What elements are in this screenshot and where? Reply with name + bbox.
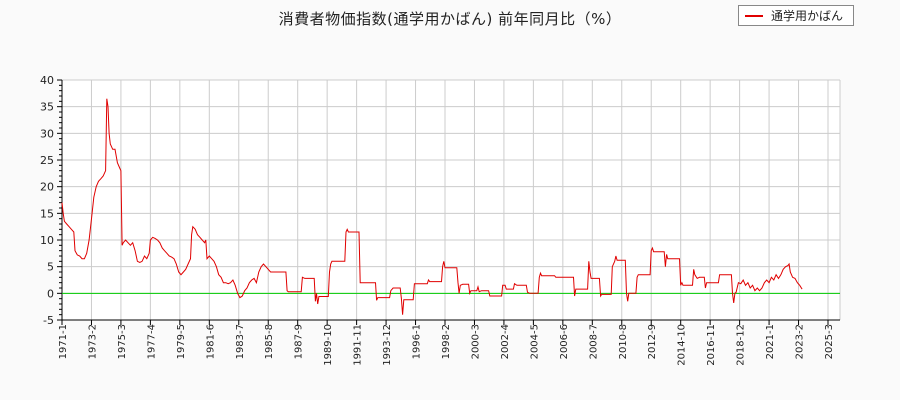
x-tick-label: 2000-3	[470, 324, 481, 359]
x-tick-label: 1993-12	[382, 324, 393, 366]
x-tick-label: 1973-2	[87, 324, 98, 359]
x-tick-label: 2006-6	[559, 324, 570, 359]
x-tick-label: 1979-5	[176, 324, 187, 359]
x-tick-label: 1987-9	[294, 324, 305, 359]
legend-label: 通学用かばん	[771, 9, 844, 23]
x-tick-label: 2004-5	[529, 324, 540, 359]
x-tick-label: 2021-1	[765, 324, 776, 359]
x-tick-label: 1975-3	[117, 324, 128, 359]
legend: 通学用かばん	[738, 5, 854, 26]
x-tick-label: 2025-3	[824, 324, 835, 359]
x-tick-label: 2012-9	[647, 324, 658, 359]
y-tick-label: 0	[47, 287, 54, 300]
y-tick-label: 10	[40, 234, 54, 247]
x-tick-label: 1977-4	[146, 324, 157, 359]
x-tick-label: 1981-6	[205, 324, 216, 359]
x-tick-label: 2023-2	[795, 324, 806, 359]
x-tick-label: 1998-2	[441, 324, 452, 359]
x-tick-label: 1971-1	[58, 324, 69, 359]
y-tick-label: 40	[40, 74, 54, 87]
x-tick-label: 1985-8	[264, 324, 275, 359]
legend-line-swatch-icon	[745, 14, 763, 17]
x-tick-label: 2008-7	[588, 324, 599, 359]
series-line-school-bag	[61, 98, 803, 315]
x-tick-label: 2014-10	[677, 324, 688, 366]
x-tick-label: 1996-1	[412, 324, 423, 359]
x-axis: 1971-1 1973-2 1975-3 1977-4 1979-5 1981-6 1983…	[58, 319, 840, 366]
x-tick-label: 1989-10	[323, 324, 334, 366]
y-tick-label: 30	[40, 127, 54, 140]
y-tick-label: -5	[43, 314, 54, 327]
x-tick-label: 2002-4	[500, 324, 511, 359]
plot-area	[62, 80, 840, 320]
x-tick-label: 2018-12	[736, 324, 747, 366]
x-tick-label: 1983-7	[235, 324, 246, 359]
x-tick-label: 2016-11	[706, 324, 717, 366]
y-tick-label: 25	[40, 154, 54, 167]
y-tick-label: 15	[40, 207, 54, 220]
y-tick-label: 5	[47, 261, 54, 274]
y-tick-label: 20	[40, 181, 54, 194]
x-tick-label: 2010-8	[618, 324, 629, 359]
y-axis: -5 0 5 10 15 20 25 30 35 40	[40, 74, 63, 327]
x-tick-label: 1991-11	[353, 324, 364, 366]
y-tick-label: 35	[40, 101, 54, 114]
chart-title: 消費者物価指数(通学用かばん) 前年同月比（%）	[278, 10, 622, 28]
grid-lines	[62, 79, 841, 320]
